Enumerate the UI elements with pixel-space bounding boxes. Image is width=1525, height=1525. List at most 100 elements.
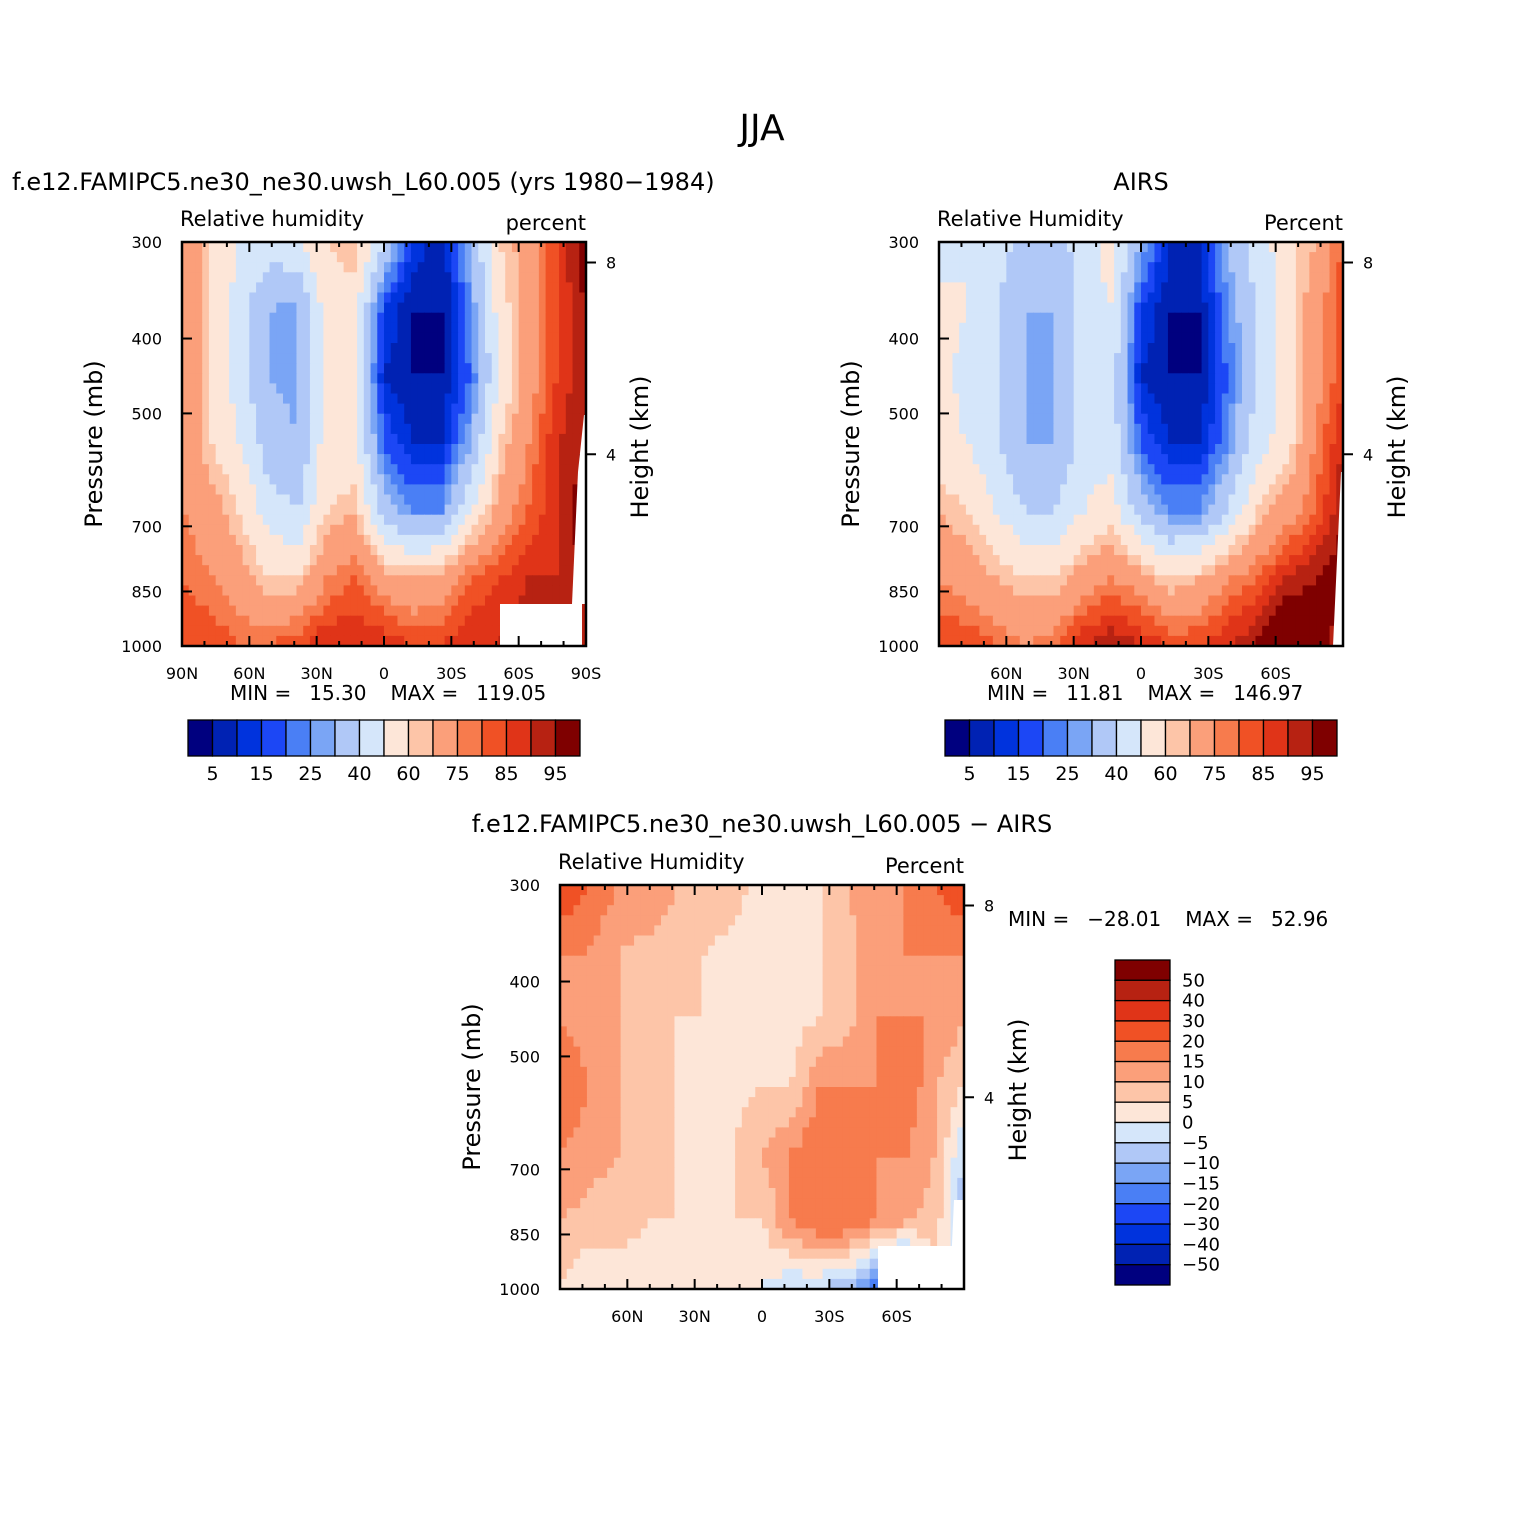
heatmap-cell	[410, 534, 419, 546]
heatmap-cell	[1006, 413, 1014, 425]
heatmap-cell	[1268, 484, 1277, 496]
heatmap-cell	[1208, 373, 1216, 384]
heatmap-cell	[1060, 464, 1068, 475]
heatmap-cell	[1167, 514, 1176, 526]
heatmap-cell	[195, 565, 203, 576]
heatmap-cell	[276, 565, 284, 576]
heatmap-cell	[336, 615, 345, 627]
heatmap-cell	[357, 282, 365, 294]
heatmap-cell	[959, 353, 967, 364]
heatmap-cell	[410, 242, 419, 253]
heatmap-cell	[511, 272, 520, 283]
heatmap-cell	[945, 615, 954, 627]
heatmap-cell	[945, 292, 954, 304]
heatmap-cell	[1242, 413, 1250, 425]
heatmap-cell	[1134, 393, 1142, 405]
heatmap-cell	[471, 252, 479, 263]
heatmap-cell	[195, 444, 203, 455]
heatmap-cell	[1080, 444, 1088, 455]
heatmap-cell	[323, 444, 331, 455]
variable-label: Relative Humidity	[937, 207, 1124, 231]
heatmap-cell	[343, 595, 351, 607]
heatmap-cell	[357, 343, 365, 354]
heatmap-cell	[242, 464, 250, 475]
heatmap-cell	[1181, 605, 1189, 617]
heatmap-cell	[552, 545, 560, 556]
heatmap-cell	[1114, 575, 1122, 586]
heatmap-cell	[222, 615, 230, 627]
heatmap-cell	[959, 464, 967, 475]
heatmap-cell	[572, 373, 580, 384]
heatmap-cell	[336, 605, 345, 617]
heatmap-cell	[323, 575, 331, 586]
heatmap-cell	[303, 272, 311, 283]
heatmap-cell	[202, 474, 210, 485]
heatmap-cell	[1208, 252, 1216, 263]
colorbar-swatch	[236, 719, 263, 757]
heatmap-cell	[505, 363, 513, 374]
heatmap-cell	[1066, 615, 1075, 627]
heatmap-cell	[1242, 454, 1250, 465]
y-tick-label: 1000	[121, 637, 162, 656]
heatmap-cell	[1215, 534, 1223, 546]
heatmap-cell	[336, 514, 345, 526]
heatmap-cell	[1228, 262, 1236, 273]
heatmap-cell	[1006, 272, 1014, 283]
heatmap-cell	[1194, 454, 1203, 465]
heatmap-cell	[945, 433, 954, 445]
heatmap-cell	[1208, 353, 1216, 364]
heatmap-cell	[1174, 615, 1182, 627]
heatmap-cell	[370, 635, 378, 647]
colorbar-swatch	[432, 719, 459, 757]
heatmap-cell	[296, 373, 304, 384]
heatmap-cell	[309, 444, 318, 455]
heatmap-cell	[959, 494, 967, 506]
heatmap-cell	[1167, 534, 1176, 546]
heatmap-cell	[1154, 393, 1162, 405]
heatmap-cell	[215, 534, 223, 546]
heatmap-cell	[1221, 595, 1230, 607]
heatmap-cell	[357, 413, 365, 425]
heatmap-cell	[397, 383, 405, 395]
colorbar-swatch	[1262, 719, 1289, 757]
heatmap-cell	[1026, 454, 1034, 465]
heatmap-cell	[370, 423, 378, 435]
heatmap-cell	[565, 322, 574, 334]
heatmap-cell	[444, 555, 452, 566]
heatmap-cell	[1329, 312, 1337, 324]
heatmap-cell	[1019, 635, 1028, 647]
heatmap-cell	[323, 595, 331, 607]
heatmap-cell	[1040, 585, 1048, 597]
heatmap-cell	[1167, 615, 1176, 627]
heatmap-cell	[451, 262, 459, 273]
heatmap-cell	[350, 625, 358, 637]
heatmap-cell	[1100, 383, 1108, 395]
heatmap-cell	[518, 363, 526, 374]
heatmap-cell	[1289, 423, 1297, 435]
heatmap-cell	[1289, 383, 1297, 395]
heatmap-cell	[309, 332, 318, 344]
heatmap-cell	[1248, 242, 1257, 253]
heatmap-cell	[1302, 393, 1310, 405]
heatmap-cell	[1181, 343, 1189, 354]
heatmap-cell	[1107, 373, 1115, 384]
heatmap-cell	[1066, 292, 1075, 304]
heatmap-cell	[437, 242, 446, 253]
heatmap-cell	[262, 595, 271, 607]
heatmap-cell	[1329, 534, 1337, 546]
heatmap-cell	[1066, 625, 1075, 637]
heatmap-cell	[1181, 494, 1189, 506]
heatmap-cell	[1120, 545, 1129, 556]
heatmap-cell	[289, 605, 298, 617]
heatmap-cell	[188, 423, 197, 435]
heatmap-cell	[1255, 363, 1263, 374]
heatmap-cell	[1141, 413, 1149, 425]
heatmap-cell	[397, 615, 405, 627]
heatmap-cell	[1201, 444, 1209, 455]
heatmap-cell	[1208, 312, 1216, 324]
heatmap-cell	[1006, 423, 1014, 435]
heatmap-cell	[1147, 363, 1156, 374]
heatmap-cell	[458, 585, 466, 597]
heatmap-cell	[1275, 373, 1283, 384]
heatmap-cell	[1309, 494, 1317, 506]
